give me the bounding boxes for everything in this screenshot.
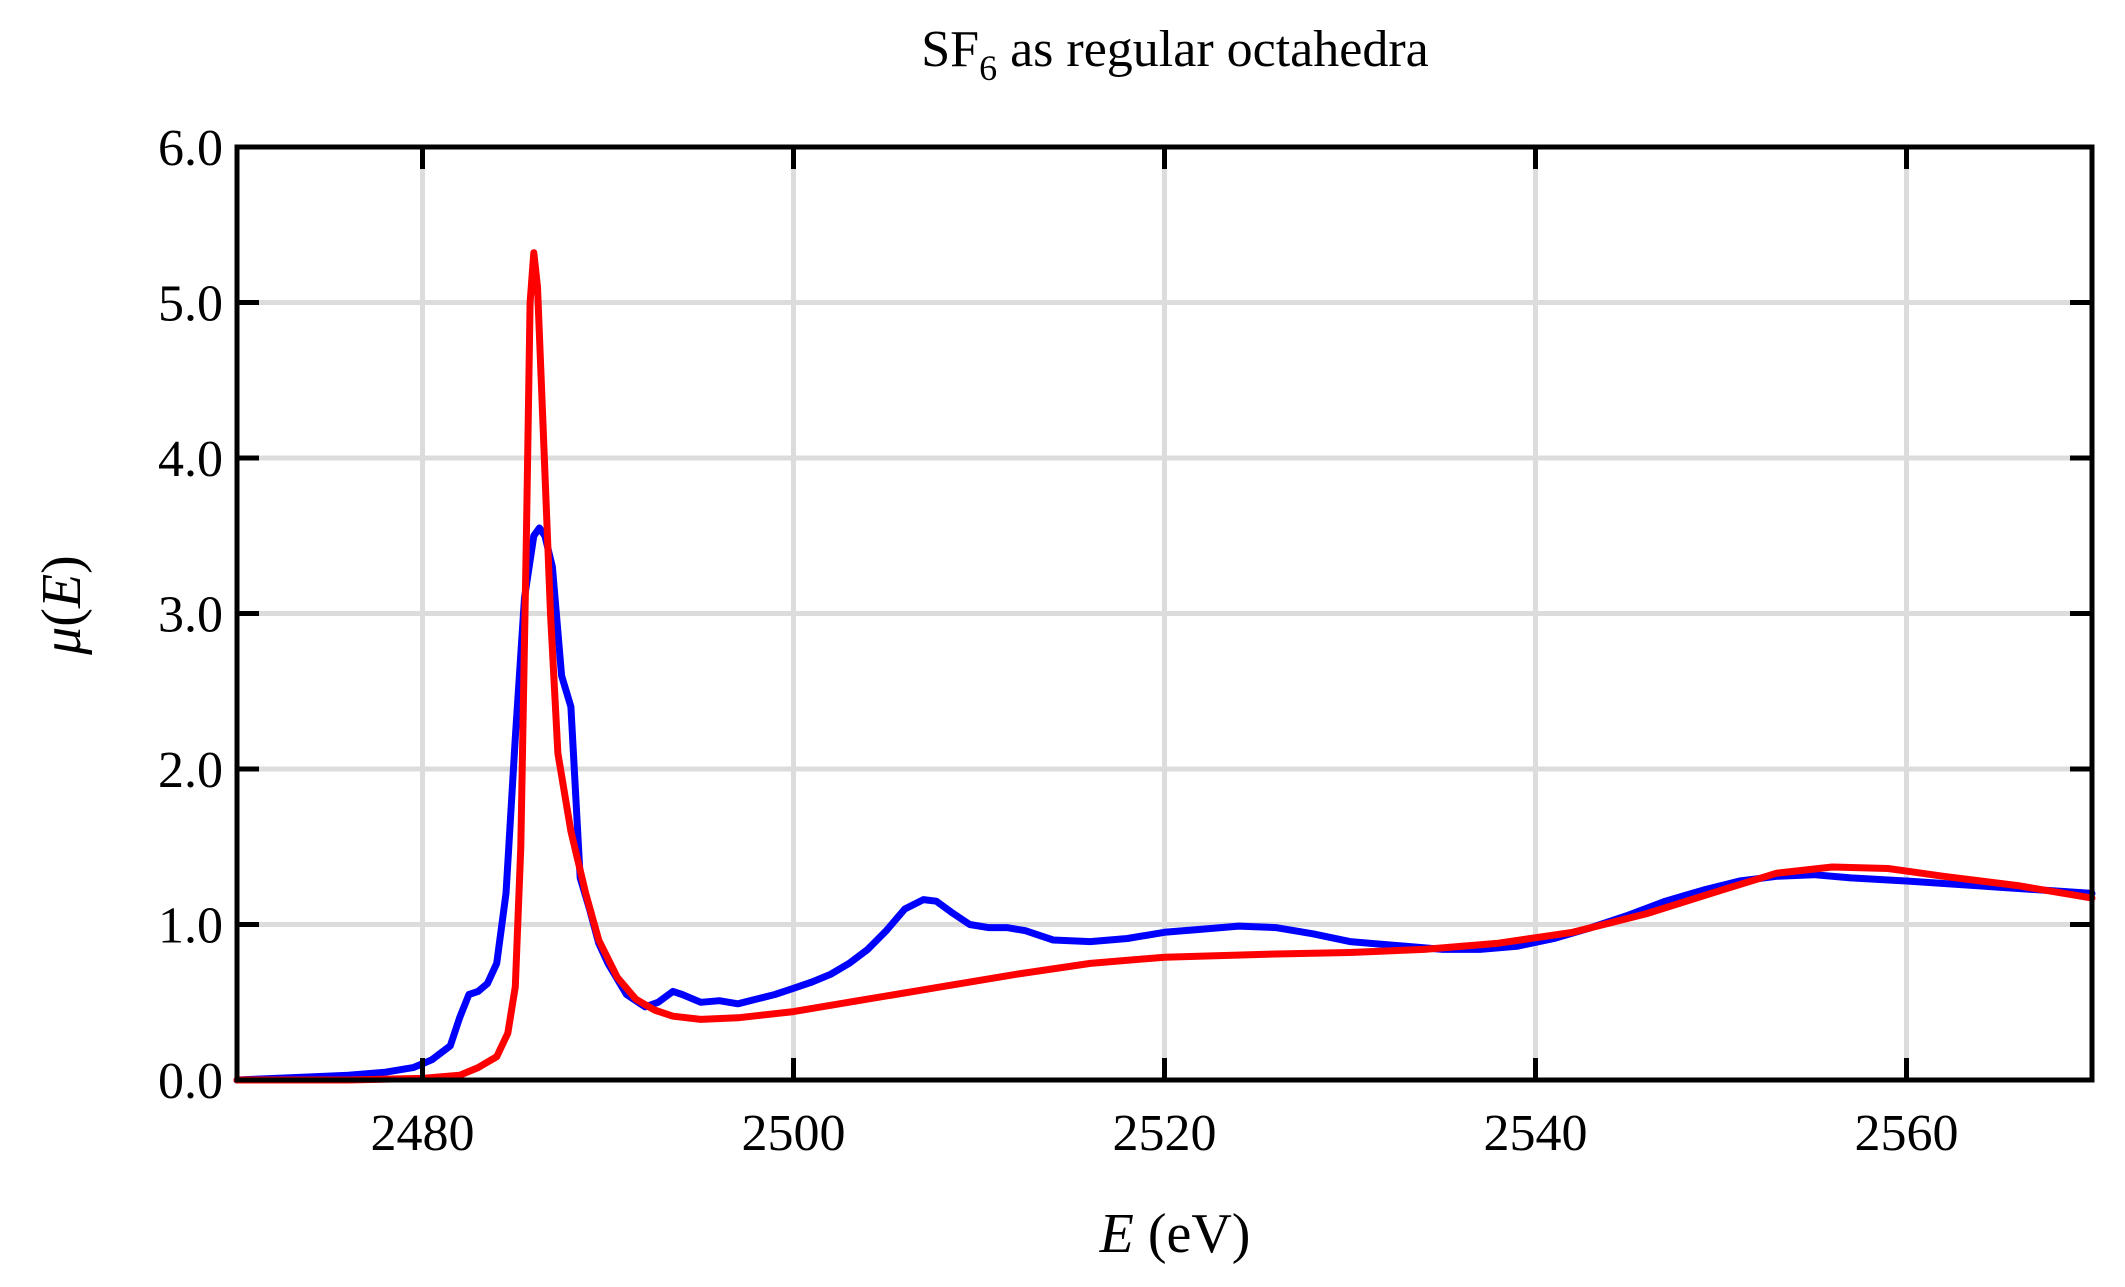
y-axis-label: μ(E) (31, 555, 93, 656)
series-line-2 (233, 249, 2096, 1084)
x-tick-label: 2560 (1855, 1105, 1959, 1162)
x-tick-label: 2540 (1484, 1105, 1588, 1162)
y-tick-label: 1.0 (158, 898, 223, 955)
y-tick-label: 2.0 (158, 742, 223, 799)
y-tick-label: 4.0 (158, 431, 223, 488)
y-tick-label: 3.0 (158, 587, 223, 644)
chart-title: SF6 as regular octahedra (921, 21, 1428, 88)
y-tick-label: 5.0 (158, 276, 223, 333)
x-axis-label: E (eV) (1099, 1203, 1251, 1265)
series-layer (233, 249, 2096, 1084)
x-tick-label: 2480 (371, 1105, 475, 1162)
series-line-1 (233, 524, 2096, 1084)
y-tick-label: 0.0 (158, 1053, 223, 1110)
y-tick-label: 6.0 (158, 120, 223, 177)
x-tick-label: 2520 (1113, 1105, 1217, 1162)
x-tick-label: 2500 (742, 1105, 846, 1162)
ticks (237, 144, 2092, 1083)
grid (237, 147, 2092, 1080)
tick-labels: 2480 2500 2520 2540 2560 0.0 1.0 2.0 3.0 4.0 5.0 6.… (158, 120, 1959, 1162)
